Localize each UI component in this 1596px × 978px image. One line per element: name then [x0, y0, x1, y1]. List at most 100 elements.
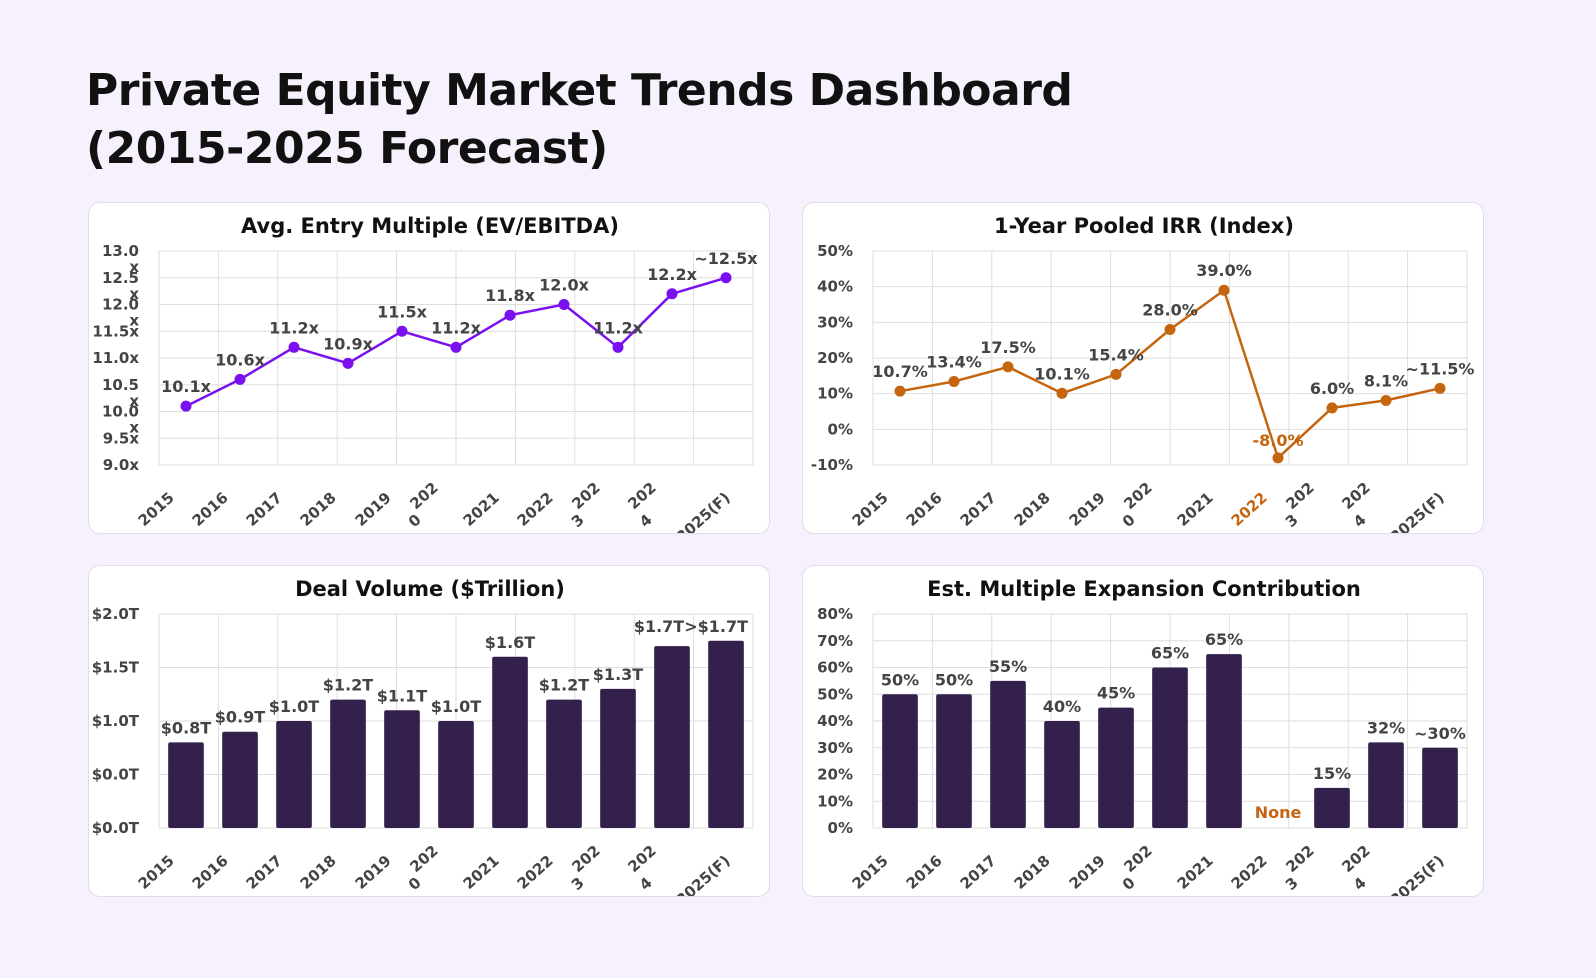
bar-label: $1.2T — [539, 676, 589, 695]
deal-volume-chart-panel: Deal Volume ($Trillion) $2.0T $1.5T $1.0T $0… — [88, 565, 770, 897]
x-tick-label: 2019 — [352, 489, 395, 530]
bar — [708, 640, 744, 828]
y-tick-label: x — [129, 312, 139, 330]
y-tick-label: 40% — [817, 278, 853, 296]
bar-label: 40% — [1043, 697, 1081, 716]
x-tick-label: 2021 — [1174, 489, 1217, 530]
bar-label: $1.2T — [323, 676, 373, 695]
x-tick-label: 2017 — [243, 852, 286, 893]
x-tick-label: 3 — [1282, 511, 1302, 531]
point-label: 10.9x — [323, 334, 373, 353]
y-tick-label: 30% — [817, 313, 853, 331]
point-label: ~11.5% — [1406, 359, 1475, 378]
deal-volume-chart: Deal Volume ($Trillion) $2.0T$1.5T$1.0T$0… — [92, 577, 754, 897]
data-point — [948, 376, 960, 388]
y-tick-label: $0.0T — [92, 819, 140, 837]
bar-label: 65% — [1151, 644, 1189, 663]
bar — [1422, 747, 1458, 828]
y-tick-label: 50% — [817, 242, 853, 260]
grid — [158, 250, 754, 466]
data-point — [1110, 368, 1122, 380]
bar-label: ~30% — [1414, 724, 1466, 743]
y-tick-label: x — [129, 258, 139, 276]
data-point — [666, 288, 678, 300]
x-tick-label: 2021 — [460, 852, 503, 893]
y-tick-label: 40% — [817, 712, 853, 730]
x-tick-label: 0 — [1119, 511, 1139, 531]
y-tick-label: 12.0 — [102, 296, 139, 314]
chart-title: Deal Volume ($Trillion) — [295, 577, 565, 601]
x-tick-label: 202 — [1282, 479, 1317, 513]
y-tick-label: 9.0x — [103, 456, 140, 474]
x-tick-label: 4 — [636, 874, 656, 894]
point-label: 6.0% — [1310, 379, 1354, 398]
x-tick-label: 2018 — [1011, 852, 1054, 893]
entry-multiple-chart-panel: Avg. Entry Multiple (EV/EBITDA) 13.0 x 12.5… — [88, 202, 770, 534]
y-tick-label: 0% — [828, 819, 853, 837]
data-point — [288, 341, 300, 353]
x-tick-label: 2016 — [903, 852, 946, 893]
x-tick-label: 2017 — [957, 489, 1000, 530]
point-label: 12.2x — [647, 265, 697, 284]
x-tick-label: 2015 — [849, 852, 892, 893]
y-tick-label: x — [129, 392, 139, 410]
x-tick-label: 2022 — [1228, 852, 1271, 893]
y-tick-label: 10.0 — [102, 403, 139, 421]
y-tick-label: 10% — [817, 385, 853, 403]
y-axis: $2.0T $1.5T $1.0T $0.0T $0.0T — [92, 605, 140, 837]
bar — [990, 680, 1026, 828]
x-tick-label: 2016 — [189, 489, 232, 530]
data-point — [180, 400, 192, 412]
x-tick-label: 2025(F) — [1387, 489, 1448, 534]
bar — [936, 694, 972, 828]
bar-label: $1.3T — [593, 665, 643, 684]
bar-label: $1.6T — [485, 633, 535, 652]
bar — [1044, 721, 1080, 828]
y-axis: 80% 70% 60% 50% 40% 30% 20% 10% 0% — [817, 605, 853, 837]
point-label: 11.2x — [269, 318, 319, 337]
y-tick-label: -10% — [811, 456, 853, 474]
bar-label: $1.1T — [377, 686, 427, 705]
point-label: 11.2x — [431, 318, 481, 337]
x-tick-label: 2015 — [135, 489, 178, 530]
bar — [276, 721, 312, 828]
data-point — [894, 385, 906, 397]
y-tick-label: 10.5 — [102, 376, 139, 394]
bar — [1152, 667, 1188, 828]
x-tick-label: 202 — [1282, 842, 1317, 876]
point-label: 13.4% — [926, 353, 982, 372]
x-tick-label: 4 — [1350, 511, 1370, 531]
y-axis: 50% 40% 30% 20% 10% 0% -10% — [811, 242, 853, 474]
x-tick-label: 202 — [1120, 842, 1155, 876]
data-point — [720, 272, 732, 284]
chart-title: Est. Multiple Expansion Contribution — [927, 577, 1361, 601]
x-tick-label: 2022 — [1228, 489, 1271, 530]
multiple-expansion-chart: Est. Multiple Expansion Contribution 80% 7… — [817, 577, 1468, 896]
bar-label: $1.7T>$1.7T — [634, 617, 748, 636]
x-tick-label: 2025(F) — [673, 852, 734, 897]
bar-label: 50% — [935, 670, 973, 689]
bar — [168, 742, 204, 828]
bar — [330, 699, 366, 828]
x-tick-label: 2021 — [1174, 852, 1217, 893]
x-tick-label: 2025(F) — [673, 489, 734, 534]
x-tick-label: 202 — [624, 842, 659, 876]
x-tick-label: 3 — [568, 874, 588, 894]
point-label: 10.6x — [215, 350, 265, 369]
entry-multiple-chart: Avg. Entry Multiple (EV/EBITDA)13.0x12.5… — [92, 214, 758, 534]
bar — [222, 731, 258, 828]
x-tick-label: 202 — [1338, 842, 1373, 876]
x-tick-label: 202 — [1120, 479, 1155, 513]
bar-label: $0.9T — [215, 708, 265, 727]
data-point — [1434, 382, 1446, 394]
bar — [654, 646, 690, 828]
x-tick-label: 0 — [405, 511, 425, 531]
data-point — [234, 373, 246, 385]
bar-label-none: None — [1255, 803, 1302, 822]
bar-label: 50% — [881, 670, 919, 689]
bar-label: $0.8T — [161, 718, 211, 737]
y-tick-label: 13.0 — [102, 242, 139, 260]
x-tick-label: 202 — [406, 479, 441, 513]
